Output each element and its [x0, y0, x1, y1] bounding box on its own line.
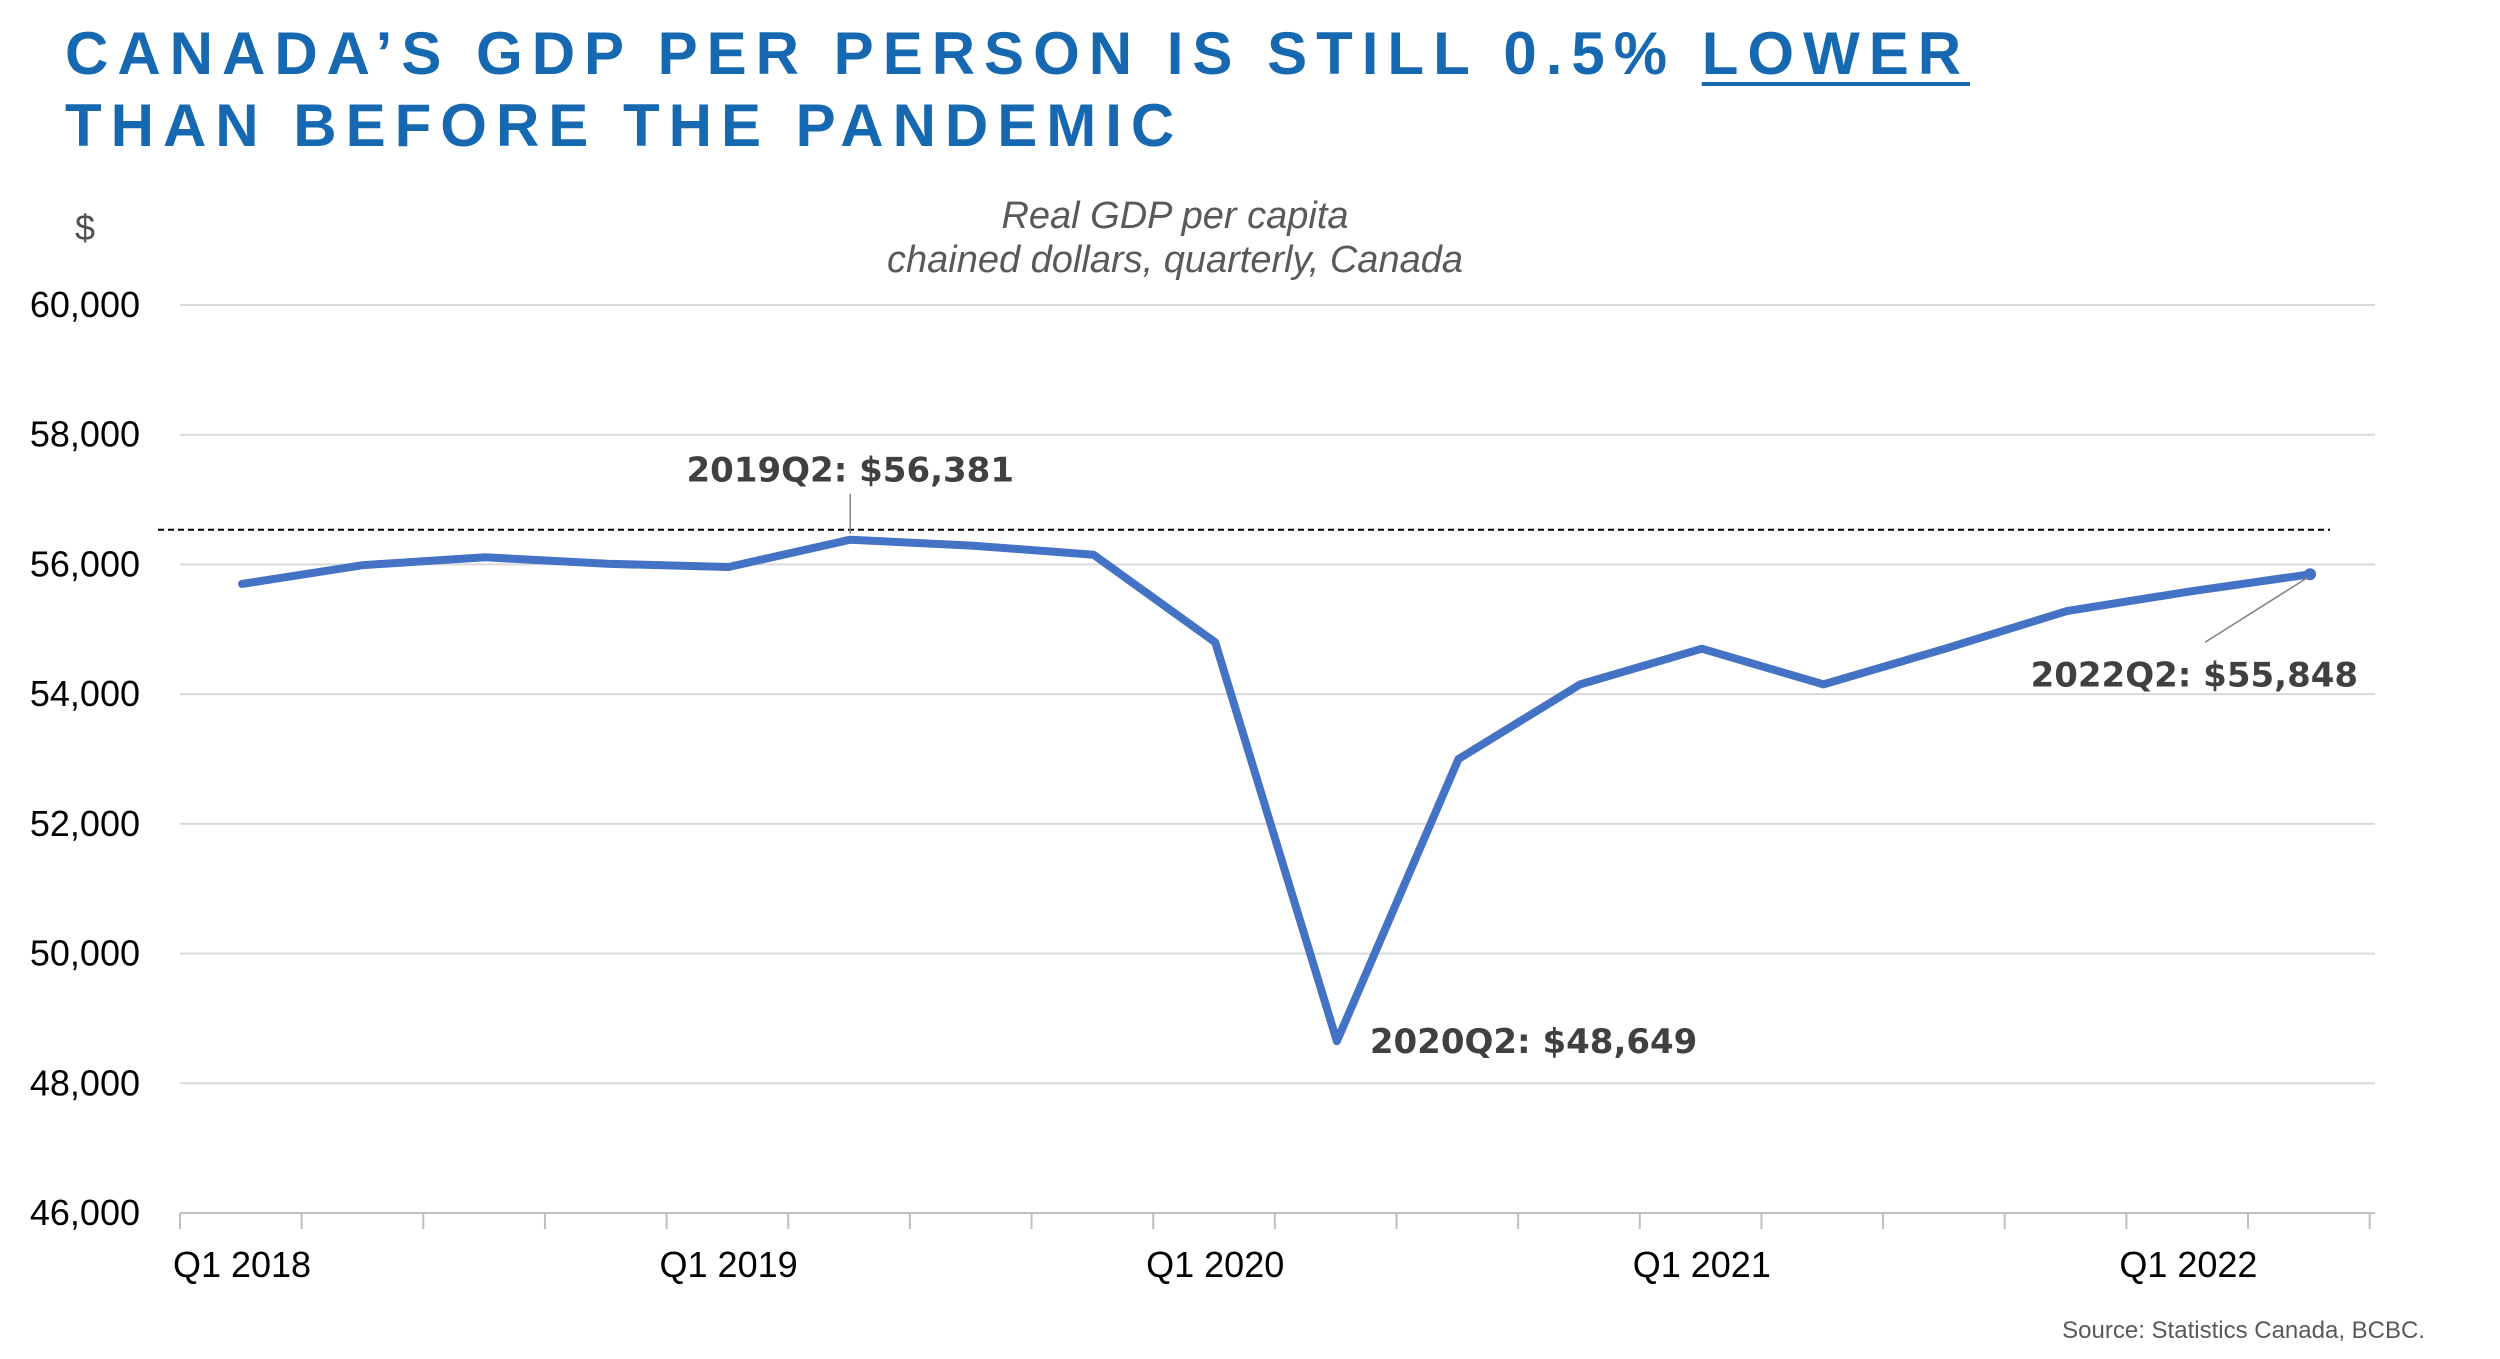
y-tick-label: 48,000: [30, 1062, 140, 1103]
x-tick-label: Q1 2019: [660, 1244, 798, 1285]
y-axis-label: $: [75, 207, 95, 248]
chart-subtitle-line1: Real GDP per capita: [1001, 195, 1348, 237]
chart-headline: CANADA’S GDP PER PERSON IS STILL 0.5% LO…: [65, 18, 1970, 162]
data-label: 2019Q2: $56,381: [687, 451, 1014, 491]
y-tick-label: 46,000: [30, 1192, 140, 1233]
y-tick-label: 52,000: [30, 803, 140, 844]
chart-subtitle-line2: chained dollars, quarterly, Canada: [887, 239, 1463, 281]
headline-emphasis: LOWER: [1701, 20, 1971, 87]
y-tick-label: 54,000: [30, 673, 140, 714]
headline-line1-prefix: CANADA’S GDP PER PERSON IS STILL 0.5%: [65, 20, 1677, 87]
x-tick-label: Q1 2018: [173, 1244, 311, 1285]
series-layer: [238, 535, 2317, 1046]
y-tick-label: 58,000: [30, 414, 140, 455]
x-tick-label: Q1 2021: [1633, 1244, 1771, 1285]
gdp-series-line: [238, 535, 2315, 1046]
annotations: 2019Q2: $56,381 2020Q2: $48,649 2022Q2: $5…: [687, 451, 2359, 1062]
headline-line2: THAN BEFORE THE PANDEMIC: [65, 92, 1184, 159]
data-label: 2022Q2: $55,848: [2031, 655, 2358, 695]
source-note: Source: Statistics Canada, BCBC.: [2062, 1317, 2425, 1344]
annotation-leader: [2204, 576, 2309, 643]
data-label: 2020Q2: $48,649: [1370, 1022, 1697, 1062]
y-tick-label: 60,000: [30, 284, 140, 325]
y-tick-label: 56,000: [30, 543, 140, 584]
x-tick-labels: Q1 2018 Q1 2019 Q1 2020 Q1 2021 Q1 2022: [173, 1244, 2258, 1285]
x-axis: [179, 1212, 2375, 1229]
x-tick-label: Q1 2020: [1146, 1244, 1284, 1285]
y-tick-label: 50,000: [30, 933, 140, 974]
y-tick-labels: 60,000 58,000 56,000 54,000 52,000 50,000 48,0…: [30, 284, 140, 1233]
x-tick-label: Q1 2022: [2119, 1244, 2257, 1285]
